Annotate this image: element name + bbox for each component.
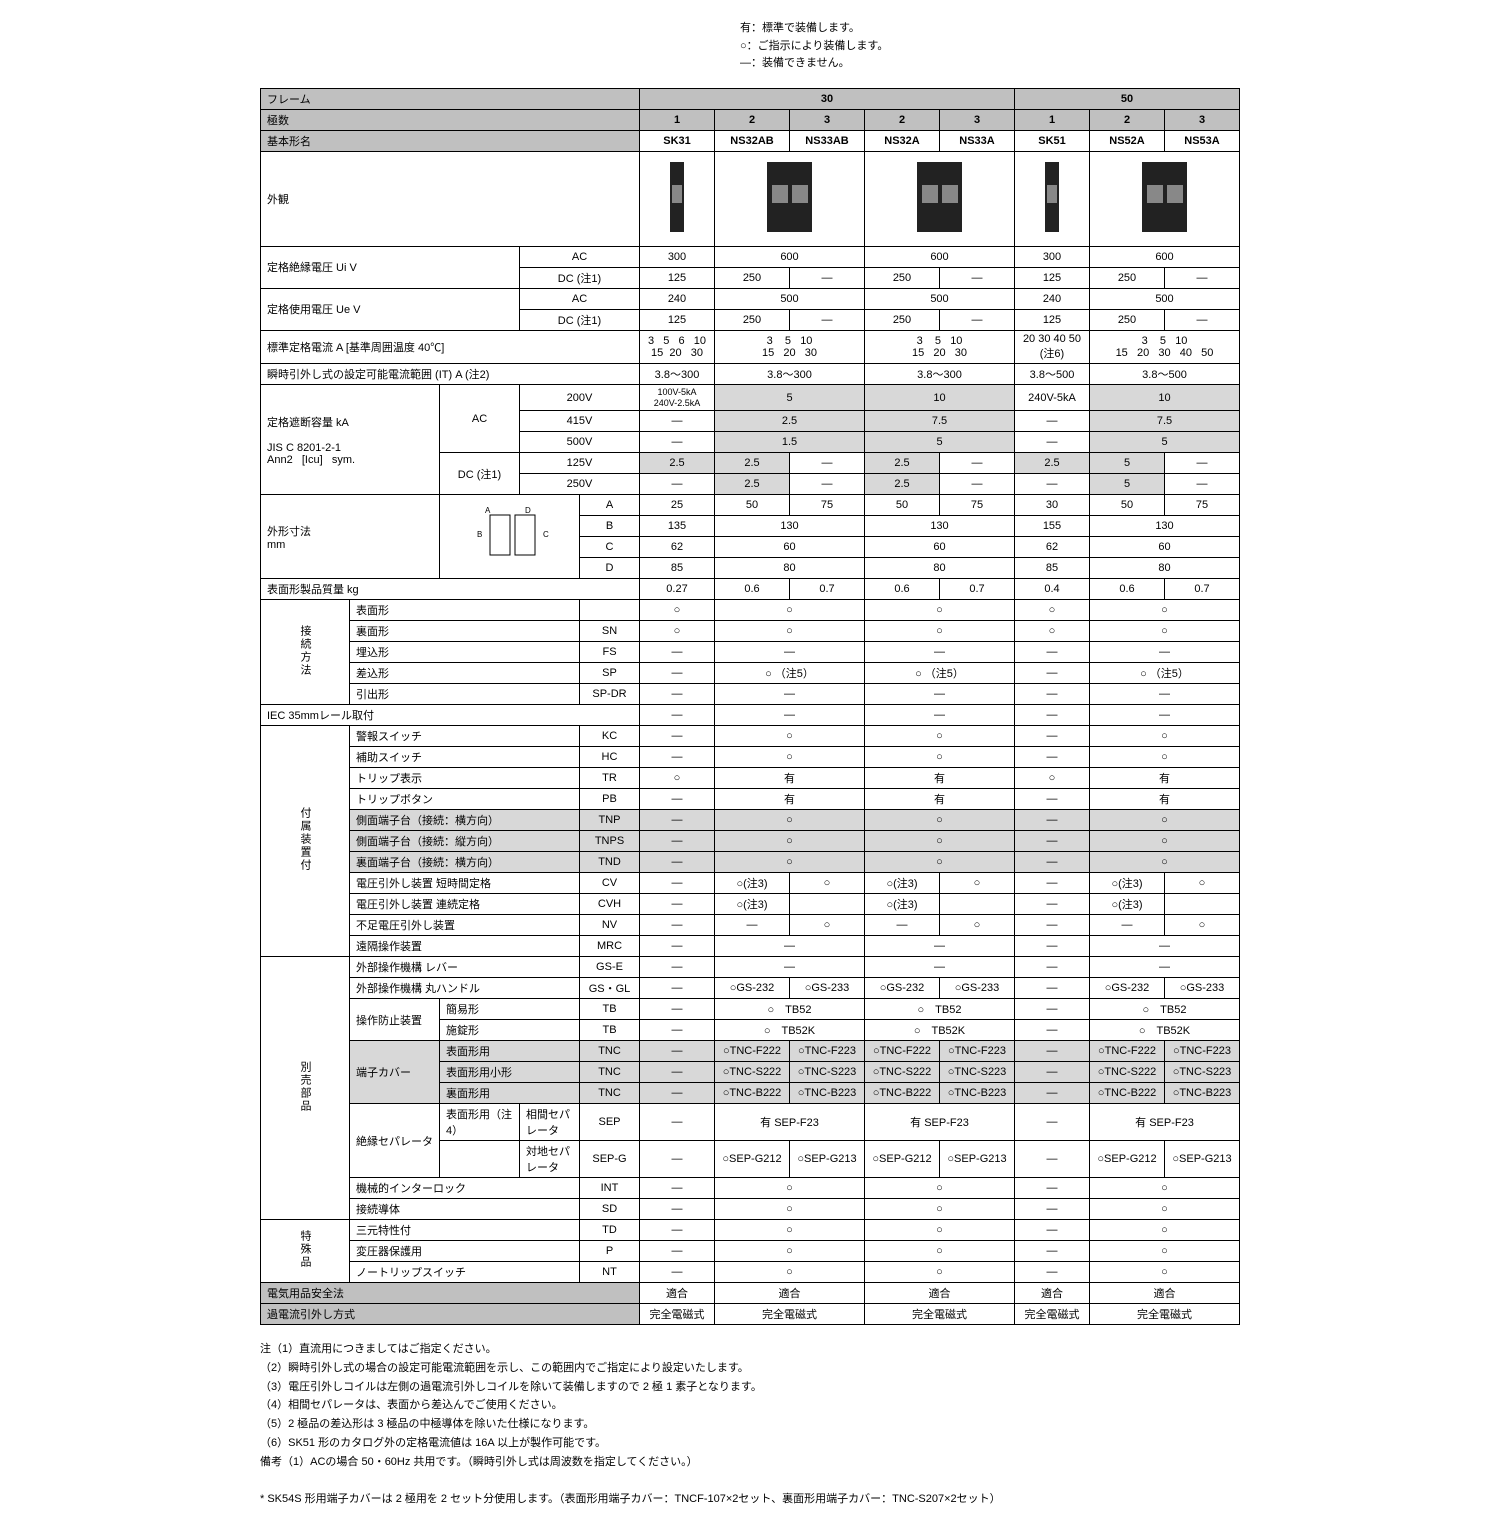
svg-text:A: A bbox=[485, 506, 491, 515]
legend: 有：標準で装備します。○：ご指示により装備します。―：装備できません。 bbox=[740, 20, 1480, 73]
svg-text:C: C bbox=[543, 530, 549, 539]
frame-label: フレーム bbox=[261, 88, 640, 109]
dimension-diagram: A D B C bbox=[440, 495, 580, 579]
svg-text:D: D bbox=[525, 506, 531, 515]
svg-text:B: B bbox=[477, 530, 482, 539]
breaker-icon bbox=[640, 151, 715, 246]
footnotes: 注（1）直流用につきましてはご指定ください。 （2）瞬時引外し式の場合の設定可能… bbox=[260, 1340, 1240, 1508]
spec-table: フレーム3050 極数12323123 基本形名SK31NS32ABNS33AB… bbox=[260, 88, 1240, 1326]
